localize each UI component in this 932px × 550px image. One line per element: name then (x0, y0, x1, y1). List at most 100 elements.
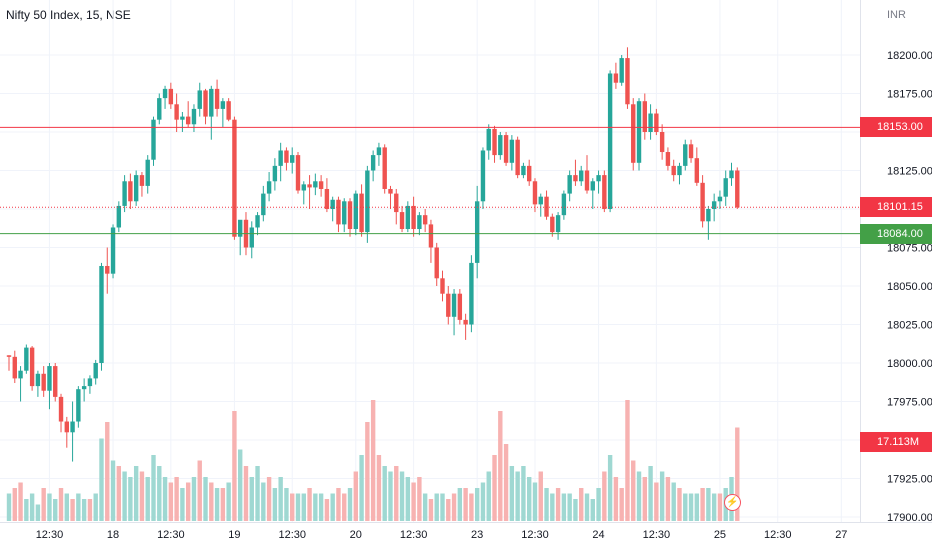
volume-bar (53, 499, 58, 521)
volume-bar (41, 488, 46, 521)
volume-bar (411, 482, 416, 521)
candle-body (573, 175, 578, 182)
volume-bar (694, 493, 700, 521)
volume-bar (365, 422, 370, 521)
volume-bar (105, 422, 110, 521)
candle-body (579, 170, 584, 182)
volume-bar (579, 488, 584, 521)
candle-body (711, 201, 717, 209)
candle-body (498, 135, 503, 156)
time-axis[interactable]: 12:30 18 12:30 19 12:30 20 12:30 23 12:30 24 12:30… (0, 522, 932, 542)
volume-bar (18, 482, 23, 521)
candle-body (76, 389, 81, 422)
candle-body (527, 165, 532, 182)
volume-bar (180, 488, 185, 521)
time-tick-label: 12:30 (643, 529, 671, 541)
candle-body (209, 88, 214, 117)
candle-body (266, 181, 272, 194)
volume-bar (451, 493, 457, 521)
time-tick-label: 18 (107, 529, 119, 541)
time-tick-label: 20 (350, 529, 362, 541)
candle-body (677, 165, 682, 176)
candle-body (469, 262, 474, 325)
candle-body (683, 144, 688, 166)
horizontal-lines (0, 126, 860, 235)
volume-bar (446, 499, 451, 521)
candle-body (474, 201, 480, 263)
volume-bar (550, 493, 555, 521)
volume-bar (642, 477, 647, 521)
volume-bar (353, 471, 358, 521)
candle-body (295, 155, 301, 191)
volume-bar (388, 471, 393, 521)
candle-body (394, 193, 399, 213)
candle-body (717, 196, 723, 202)
volume-bar (284, 488, 289, 521)
lightning-icon[interactable]: ⚡ (724, 494, 741, 511)
candle-body (64, 421, 69, 433)
volume-bar (584, 493, 590, 521)
volume-bar (527, 477, 532, 521)
candle-body (607, 73, 613, 209)
time-tick-label: 12:30 (278, 529, 306, 541)
candle-body (336, 199, 341, 225)
candle-body (290, 155, 295, 163)
volume-bar (636, 471, 642, 521)
candle-body (422, 215, 428, 225)
price-tick-label: 18075.00 (887, 243, 932, 255)
volume-bar (417, 477, 422, 521)
candle-body (706, 209, 711, 222)
volume-bar (295, 493, 301, 521)
volume-bar (47, 493, 52, 521)
volume-bar (116, 466, 122, 521)
candle-body (330, 199, 335, 209)
price-axis[interactable]: 17900.0017925.0017950.0017975.0018000.00… (860, 0, 932, 524)
candle-body (631, 104, 636, 163)
volume-bar (6, 493, 12, 521)
candle-body (532, 181, 538, 205)
candle-body (561, 193, 567, 216)
candle-body (359, 193, 364, 233)
candle-body (729, 170, 734, 179)
volume-bar (405, 477, 411, 521)
candle-body (70, 421, 75, 433)
volume-bar (290, 493, 295, 521)
volume-bar (463, 488, 468, 521)
candle-body (58, 396, 64, 422)
volume-bar (625, 400, 630, 521)
candle-body (272, 165, 278, 182)
volume-bar (521, 466, 526, 521)
price-tick-label: 18175.00 (887, 89, 932, 101)
volume-bar (313, 493, 318, 521)
time-tick-label: 12:30 (400, 529, 428, 541)
volume-bar (382, 466, 387, 521)
volume-bar (128, 477, 133, 521)
volume-bar (503, 444, 509, 521)
candle-body (654, 113, 659, 132)
volume-bar (394, 466, 399, 521)
volume-bar (509, 466, 515, 521)
candle-body (157, 98, 162, 120)
volume-bars (6, 400, 740, 521)
volume-bar (209, 482, 214, 521)
candle-body (515, 139, 520, 176)
volume-bar (659, 471, 665, 521)
volume-bar (544, 488, 549, 521)
candle-body (313, 181, 318, 188)
candle-body (174, 104, 179, 120)
volume-bar (81, 499, 87, 521)
volume-bar (492, 455, 497, 521)
candle-body (324, 188, 330, 209)
candle-body (261, 193, 266, 216)
volume-bar (665, 477, 671, 521)
volume-bar (561, 493, 567, 521)
volume-bar (220, 488, 226, 521)
volume-bar (197, 460, 202, 521)
candle-body (47, 366, 52, 391)
candle-body (278, 150, 283, 166)
candle-body (613, 73, 619, 83)
volume-bar (434, 493, 439, 521)
candle-body (226, 101, 231, 120)
volume-bar (717, 493, 723, 521)
